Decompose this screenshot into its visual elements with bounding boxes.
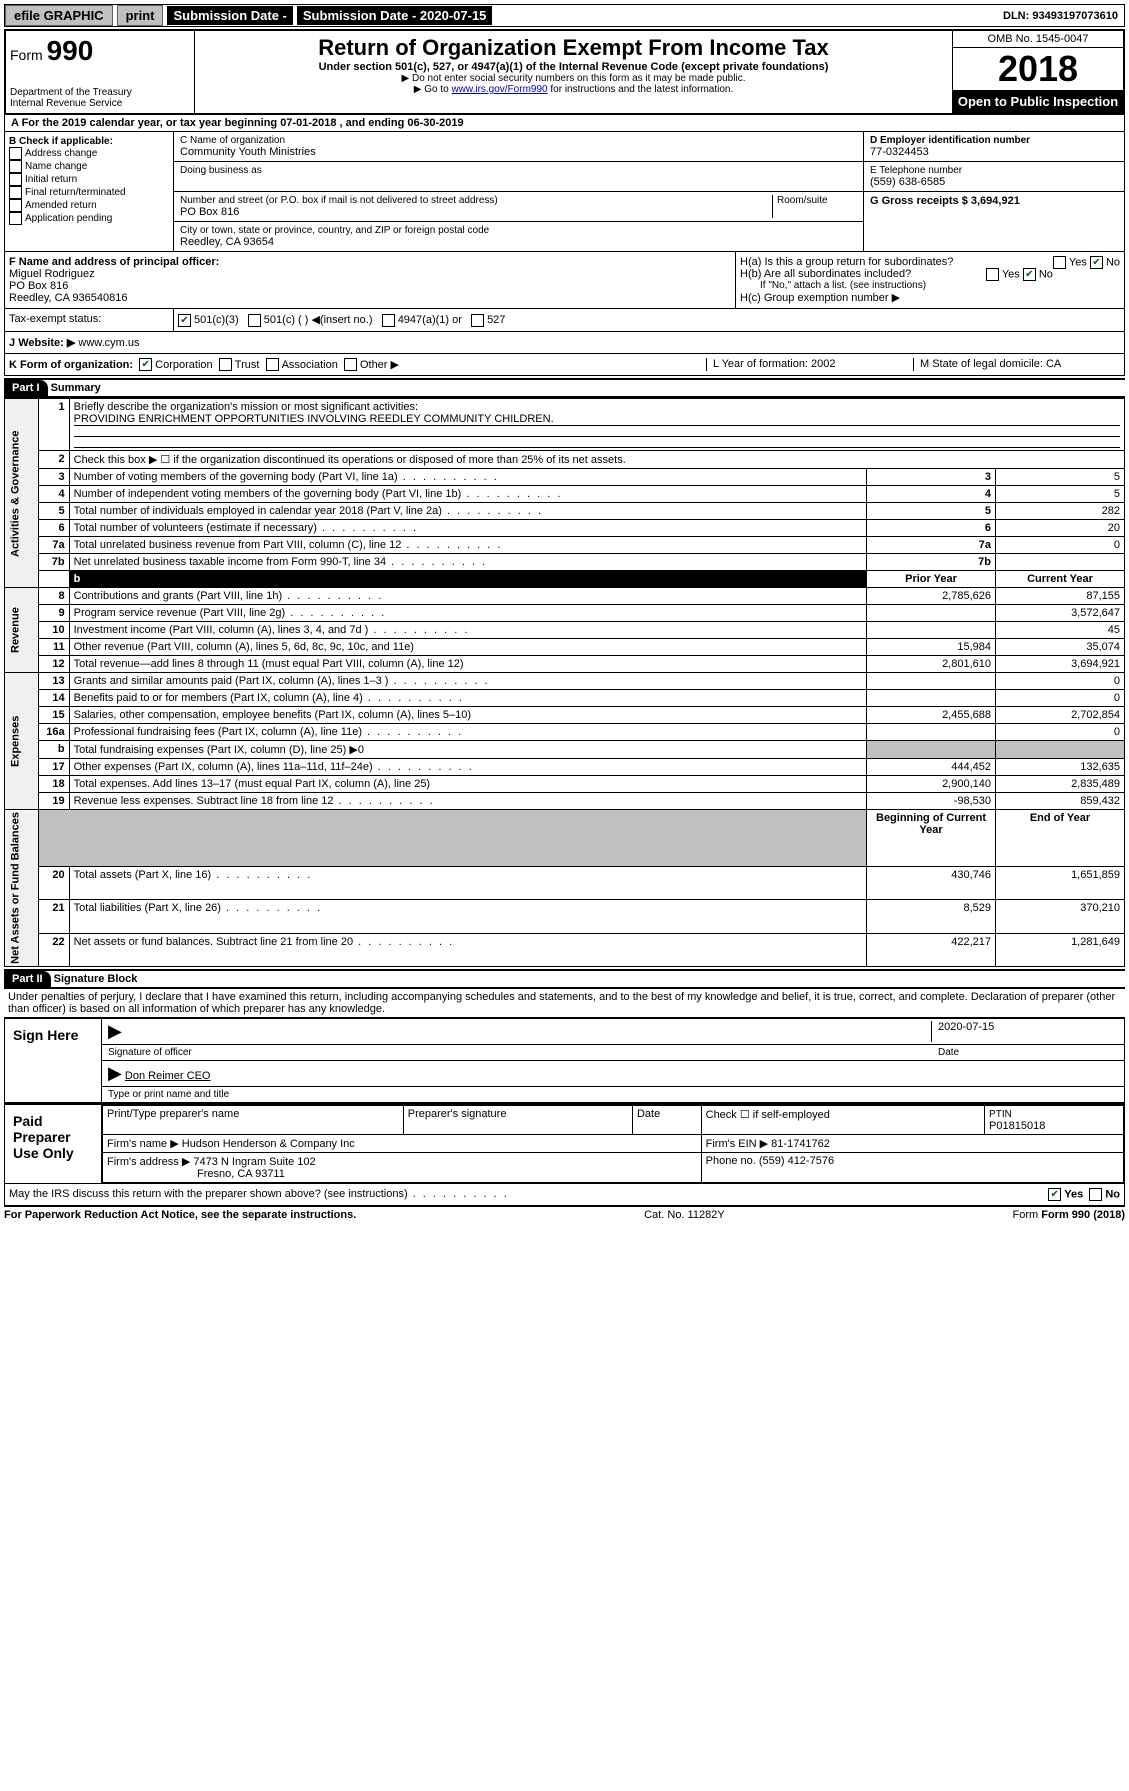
type-name-label: Type or print name and title — [102, 1087, 1124, 1102]
dba-label: Doing business as — [180, 165, 857, 176]
hb-no[interactable] — [1023, 268, 1036, 281]
label-c: C Name of organization — [180, 135, 857, 146]
cb-4947[interactable] — [382, 314, 395, 327]
cb-501c[interactable] — [248, 314, 261, 327]
sig-date: 2020-07-15 — [938, 1021, 994, 1033]
discuss-yes[interactable] — [1048, 1188, 1061, 1201]
top-bar: efile GRAPHIC print Submission Date - Su… — [4, 4, 1125, 27]
dln-label: DLN: 93493197073610 — [997, 8, 1124, 24]
tax-year: 2018 — [953, 48, 1123, 90]
phone-value: (559) 638-6585 — [870, 176, 1118, 188]
form-number: Form 990 — [10, 35, 190, 67]
omb-number: OMB No. 1545-0047 — [953, 31, 1123, 48]
check-b-section: B Check if applicable: Address change Na… — [5, 132, 174, 251]
open-public-label: Open to Public Inspection — [953, 90, 1123, 113]
ha-yes[interactable] — [1053, 256, 1066, 269]
paid-preparer-block: Paid Preparer Use Only Print/Type prepar… — [4, 1103, 1125, 1184]
form-header: Form 990 Department of the Treasury Inte… — [4, 29, 1125, 115]
hc-line: H(c) Group exemption number ▶ — [740, 291, 1120, 304]
checkbox-address-change[interactable] — [9, 147, 22, 160]
klm-row: K Form of organization: Corporation Trus… — [4, 354, 1125, 377]
org-address: PO Box 816 — [180, 206, 772, 218]
form-note-2: ▶ Go to www.irs.gov/Form990 for instruct… — [203, 84, 944, 95]
ha-no[interactable] — [1090, 256, 1103, 269]
tax-status-row: Tax-exempt status: 501(c)(3) 501(c) ( ) … — [4, 309, 1125, 332]
f-label: F Name and address of principal officer: — [9, 256, 219, 268]
firm-addr: 7473 N Ingram Suite 102 — [193, 1156, 315, 1168]
org-name: Community Youth Ministries — [180, 146, 857, 158]
form-title: Return of Organization Exempt From Incom… — [203, 35, 944, 61]
sign-here-block: Sign Here ▶ 2020-07-15 Signature of offi… — [4, 1017, 1125, 1103]
city-label: City or town, state or province, country… — [180, 225, 857, 236]
cb-527[interactable] — [471, 314, 484, 327]
discuss-row: May the IRS discuss this return with the… — [4, 1184, 1125, 1206]
cb-assoc[interactable] — [266, 358, 279, 371]
checkbox-app-pending[interactable] — [9, 212, 22, 225]
ein-value: 77-0324453 — [870, 146, 1118, 158]
cb-trust[interactable] — [219, 358, 232, 371]
firm-ein: Firm's EIN ▶ 81-1741762 — [701, 1135, 1123, 1153]
print-button[interactable]: print — [117, 5, 164, 26]
q2-text: Check this box ▶ ☐ if the organization d… — [69, 451, 1124, 469]
checkbox-amended[interactable] — [9, 199, 22, 212]
gross-receipts: G Gross receipts $ 3,694,921 — [864, 192, 1124, 210]
discuss-no[interactable] — [1089, 1188, 1102, 1201]
checkbox-name-change[interactable] — [9, 160, 22, 173]
form-note-1: ▶ Do not enter social security numbers o… — [203, 73, 944, 84]
vlabel-gov: Activities & Governance — [5, 399, 39, 588]
ptin-value: P01815018 — [989, 1120, 1045, 1132]
website-row: J Website: ▶ www.cym.us — [4, 332, 1125, 354]
ein-label: D Employer identification number — [870, 135, 1118, 146]
part1-table: Activities & Governance 1 Briefly descri… — [4, 398, 1125, 967]
vlabel-exp: Expenses — [5, 673, 39, 810]
part1-header: Part I Summary — [4, 378, 1125, 398]
year-formation: L Year of formation: 2002 — [706, 358, 913, 372]
state-domicile: M State of legal domicile: CA — [913, 358, 1120, 372]
efile-label: efile GRAPHIC — [5, 5, 113, 26]
form-subtitle: Under section 501(c), 527, or 4947(a)(1)… — [203, 61, 944, 73]
cb-501c3[interactable] — [178, 314, 191, 327]
firm-phone: Phone no. (559) 412-7576 — [701, 1153, 1123, 1183]
officer-name: Miguel Rodriguez — [9, 268, 95, 280]
footer: For Paperwork Reduction Act Notice, see … — [4, 1206, 1125, 1223]
entity-info: B Check if applicable: Address change Na… — [4, 132, 1125, 252]
check-b-title: B Check if applicable: — [9, 136, 113, 147]
dept-treasury: Department of the Treasury — [10, 87, 190, 98]
website-value: www.cym.us — [75, 337, 139, 349]
q1-text: Briefly describe the organization's miss… — [69, 399, 1124, 451]
line-a: A For the 2019 calendar year, or tax yea… — [4, 115, 1125, 132]
sign-here-label: Sign Here — [5, 1019, 102, 1102]
hb-line: H(b) Are all subordinates included? Yes … — [740, 268, 1120, 280]
i-label: Tax-exempt status: — [5, 309, 174, 331]
cb-corp[interactable] — [139, 358, 152, 371]
sig-officer-label: Signature of officer — [108, 1047, 938, 1058]
checkbox-final-return[interactable] — [9, 186, 22, 199]
ha-line: H(a) Is this a group return for subordin… — [740, 256, 1120, 268]
dept-irs: Internal Revenue Service — [10, 98, 190, 109]
submission-date: Submission Date - 2020-07-15 — [297, 6, 493, 25]
addr-label: Number and street (or P.O. box if mail i… — [180, 195, 772, 206]
hb-yes[interactable] — [986, 268, 999, 281]
vlabel-net: Net Assets or Fund Balances — [5, 810, 39, 967]
date-label: Date — [938, 1047, 1118, 1058]
room-label: Room/suite — [772, 195, 857, 218]
submission-label: Submission Date - — [167, 6, 292, 25]
part2-header: Part II Signature Block — [4, 969, 1125, 989]
officer-addr2: Reedley, CA 936540816 — [9, 292, 127, 304]
perjury-text: Under penalties of perjury, I declare th… — [4, 989, 1125, 1017]
phone-label: E Telephone number — [870, 165, 1118, 176]
officer-group-info: F Name and address of principal officer:… — [4, 252, 1125, 309]
org-city: Reedley, CA 93654 — [180, 236, 857, 248]
firm-name: Hudson Henderson & Company Inc — [182, 1138, 355, 1150]
checkbox-initial-return[interactable] — [9, 173, 22, 186]
vlabel-rev: Revenue — [5, 588, 39, 673]
officer-addr1: PO Box 816 — [9, 280, 68, 292]
paid-preparer-label: Paid Preparer Use Only — [5, 1105, 102, 1183]
officer-printed-name: Don Reimer CEO — [125, 1070, 211, 1082]
form990-link[interactable]: www.irs.gov/Form990 — [451, 84, 547, 95]
cb-other[interactable] — [344, 358, 357, 371]
hb-note: If "No," attach a list. (see instruction… — [740, 280, 1120, 291]
